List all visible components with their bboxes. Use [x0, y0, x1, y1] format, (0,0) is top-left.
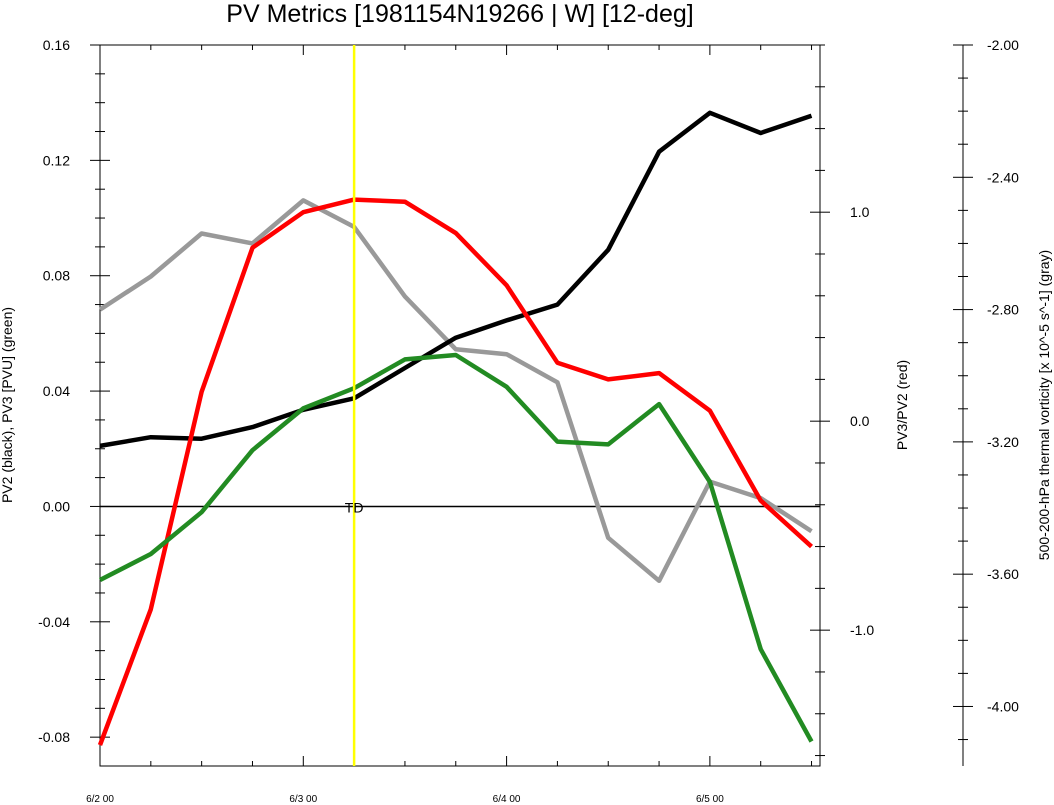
series-line-right	[97, 197, 814, 746]
plot-frame	[99, 44, 821, 767]
far-right-tick-label: -3.60	[987, 566, 1019, 582]
x-tick-label: 6/4 00	[493, 794, 521, 805]
left-tick-label: -0.04	[38, 614, 70, 630]
right-tick-label: 0.0	[850, 413, 870, 429]
far-right-tick-label: -2.00	[987, 37, 1019, 53]
series-line-left	[98, 352, 814, 743]
right-axis-label: PV3/PV2 (red)	[894, 360, 910, 450]
far-right-tick-label: -2.80	[987, 302, 1019, 318]
chart-title: PV Metrics [1981154N19266 | W] [12-deg]	[226, 0, 693, 28]
far-right-tick-label: -2.40	[987, 169, 1019, 185]
left-tick-label: 0.16	[43, 37, 70, 53]
td-label: TD	[345, 499, 364, 515]
left-tick-label: 0.04	[43, 383, 70, 399]
left-tick-label: 0.08	[43, 268, 70, 284]
right-tick-label: -1.0	[850, 622, 874, 638]
right-tick-label: 1.0	[850, 204, 870, 220]
series-line-left	[99, 110, 813, 449]
left-tick-label: 0.00	[43, 498, 70, 514]
x-tick-label: 6/2 00	[86, 794, 114, 805]
far-right-axis-label: 500-200-hPa thermal vorticity [x 10^-5 s…	[1036, 250, 1052, 560]
x-tick-label: 6/3 00	[289, 794, 317, 805]
far-right-tick-label: -4.00	[987, 698, 1019, 714]
x-tick-label: 6/5 00	[696, 794, 724, 805]
left-tick-label: 0.12	[43, 152, 70, 168]
left-axis-label: PV2 (black), PV3 [PVU] (green)	[0, 307, 15, 503]
series-line-far_right	[98, 198, 813, 584]
far-right-tick-label: -3.20	[987, 434, 1019, 450]
left-tick-label: -0.08	[38, 729, 70, 745]
